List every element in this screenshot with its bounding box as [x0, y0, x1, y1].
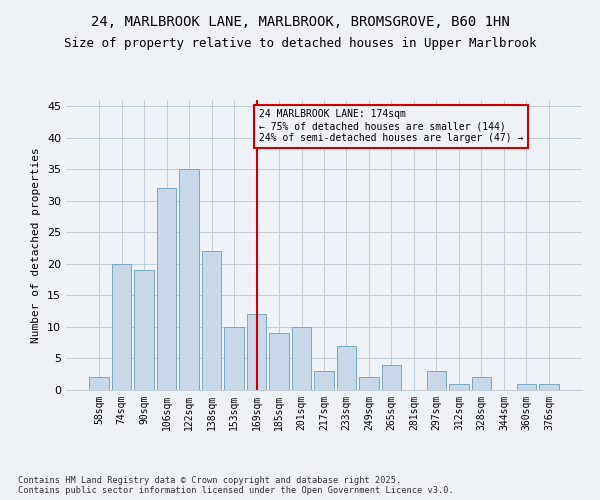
Text: 24 MARLBROOK LANE: 174sqm
← 75% of detached houses are smaller (144)
24% of semi: 24 MARLBROOK LANE: 174sqm ← 75% of detac…	[259, 110, 523, 142]
Bar	[134, 270, 154, 390]
Bar	[517, 384, 536, 390]
Text: 24, MARLBROOK LANE, MARLBROOK, BROMSGROVE, B60 1HN: 24, MARLBROOK LANE, MARLBROOK, BROMSGROV…	[91, 15, 509, 29]
Bar	[314, 371, 334, 390]
Bar	[179, 170, 199, 390]
Bar	[427, 371, 446, 390]
Text: Size of property relative to detached houses in Upper Marlbrook: Size of property relative to detached ho…	[64, 38, 536, 51]
Bar	[337, 346, 356, 390]
Text: Contains HM Land Registry data © Crown copyright and database right 2025.
Contai: Contains HM Land Registry data © Crown c…	[18, 476, 454, 495]
Y-axis label: Number of detached properties: Number of detached properties	[31, 147, 41, 343]
Bar	[472, 378, 491, 390]
Bar	[292, 327, 311, 390]
Bar	[224, 327, 244, 390]
Bar	[359, 378, 379, 390]
Bar	[89, 378, 109, 390]
Bar	[269, 334, 289, 390]
Bar	[539, 384, 559, 390]
Bar	[157, 188, 176, 390]
Bar	[202, 252, 221, 390]
Bar	[112, 264, 131, 390]
Bar	[449, 384, 469, 390]
Bar	[247, 314, 266, 390]
Bar	[382, 365, 401, 390]
